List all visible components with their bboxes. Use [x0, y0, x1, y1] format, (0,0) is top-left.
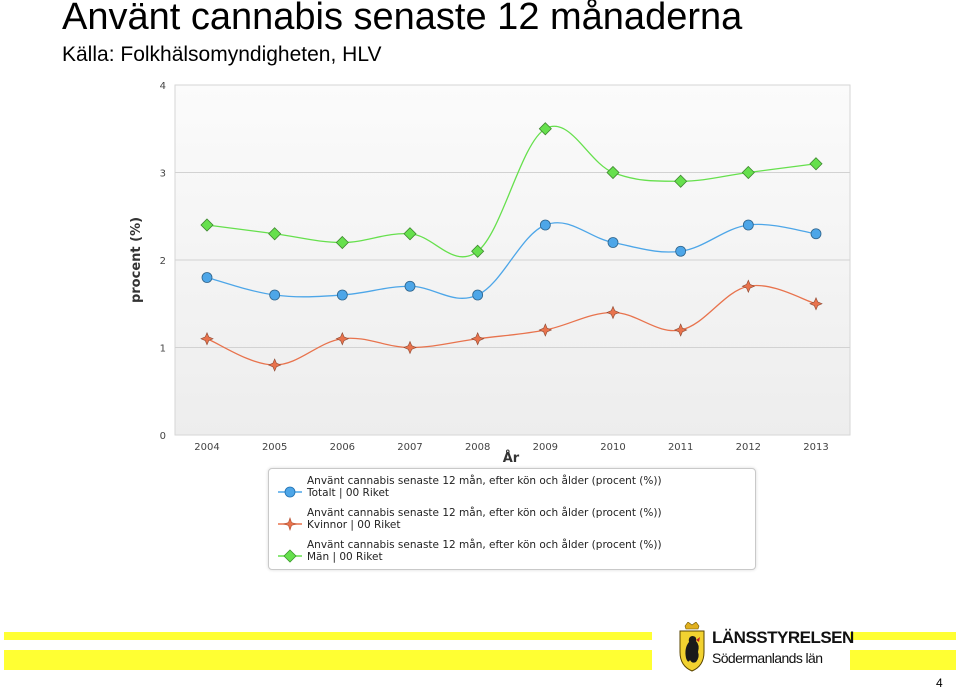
data-point-series-0-2005[interactable] — [269, 289, 281, 301]
data-point-series-0-2008[interactable] — [472, 289, 484, 301]
x-tick-label: 2012 — [736, 442, 761, 453]
legend-label-man: Använt cannabis senaste 12 mån, efter kö… — [307, 539, 662, 563]
x-tick-label: 2013 — [803, 442, 828, 453]
x-tick-label: 2007 — [397, 442, 422, 453]
x-tick-label: 2009 — [533, 442, 558, 453]
series-line-2 — [206, 125, 817, 258]
data-point-series-1-2012[interactable] — [741, 279, 756, 294]
data-point-series-2-2006[interactable] — [335, 235, 349, 250]
x-tick-label: 2004 — [194, 442, 219, 453]
coat-of-arms-icon — [679, 622, 705, 672]
data-point-series-1-2009[interactable] — [538, 323, 553, 337]
data-point-series-1-2005[interactable] — [267, 358, 282, 372]
page-number: 4 — [936, 676, 943, 690]
lansstyrelsen-logo: LÄNSSTYRELSEN Södermanlands län — [676, 622, 854, 672]
legend-marker-diamond-icon — [278, 549, 302, 563]
data-point-series-0-2009[interactable] — [539, 219, 551, 231]
logo-subtitle: Södermanlands län — [712, 650, 823, 666]
data-point-series-2-2007[interactable] — [403, 227, 417, 241]
data-point-series-2-2012[interactable] — [741, 165, 755, 180]
x-tick-label: 2010 — [600, 442, 625, 453]
data-point-series-1-2007[interactable] — [403, 340, 417, 355]
slide-title: Använt cannabis senaste 12 månaderna — [62, 0, 743, 38]
legend-item-kvinnor[interactable]: Använt cannabis senaste 12 mån, efter kö… — [269, 507, 755, 537]
x-tick-label: 2006 — [330, 442, 355, 453]
data-point-series-2-2009[interactable] — [538, 122, 552, 136]
x-tick-label: 2011 — [668, 442, 693, 453]
legend-label-totalt: Använt cannabis senaste 12 mån, efter kö… — [307, 475, 662, 499]
data-point-series-2-2008[interactable] — [471, 244, 485, 258]
y-tick-label: 1 — [160, 344, 166, 355]
y-axis-label: procent (%) — [129, 217, 144, 303]
y-tick-label: 0 — [160, 431, 166, 442]
data-point-series-0-2013[interactable] — [810, 228, 822, 240]
footer-stripe-top-right — [850, 632, 956, 640]
data-point-series-2-2005[interactable] — [268, 227, 282, 241]
y-tick-label: 4 — [160, 81, 166, 92]
data-point-series-1-2008[interactable] — [470, 331, 485, 346]
footer-stripe-top-left — [4, 632, 652, 640]
data-point-series-2-2011[interactable] — [674, 174, 688, 188]
legend-item-man[interactable]: Använt cannabis senaste 12 mån, efter kö… — [269, 539, 755, 569]
footer-stripes — [0, 630, 960, 670]
legend-label-kvinnor: Använt cannabis senaste 12 mån, efter kö… — [307, 507, 662, 531]
footer-stripe-bottom-right — [850, 650, 956, 670]
data-point-series-0-2012[interactable] — [742, 219, 754, 231]
data-point-series-2-2013[interactable] — [809, 157, 823, 171]
data-point-series-1-2013[interactable] — [809, 296, 823, 311]
data-point-series-2-2010[interactable] — [606, 165, 620, 180]
x-tick-label: 2005 — [262, 442, 287, 453]
logo-name: LÄNSSTYRELSEN — [712, 628, 854, 647]
legend-item-totalt[interactable]: Använt cannabis senaste 12 mån, efter kö… — [269, 475, 755, 505]
data-point-series-1-2010[interactable] — [606, 305, 620, 320]
x-tick-label: 2008 — [465, 442, 490, 453]
line-chart: 0 1 2 3 4 2004 2005 2006 2007 2008 2009 2010 2011 201… — [129, 81, 851, 466]
footer-stripe-bottom-left — [4, 650, 652, 670]
data-point-series-0-2004[interactable] — [201, 272, 213, 283]
chart-legend: Använt cannabis senaste 12 mån, efter kö… — [268, 468, 756, 570]
data-point-series-1-2011[interactable] — [673, 323, 688, 337]
slide-subtitle: Källa: Folkhälsomyndigheten, HLV — [62, 43, 382, 66]
data-point-series-1-2004[interactable] — [200, 331, 214, 346]
data-point-series-0-2006[interactable] — [336, 289, 348, 301]
data-point-series-0-2010[interactable] — [607, 237, 619, 248]
legend-marker-star-icon — [278, 517, 302, 531]
y-tick-label: 3 — [160, 169, 166, 180]
legend-marker-circle-icon — [278, 486, 302, 498]
series-line-1 — [206, 284, 817, 366]
data-point-series-1-2006[interactable] — [335, 331, 350, 346]
data-point-series-0-2007[interactable] — [404, 280, 416, 292]
x-axis-label: År — [503, 450, 520, 466]
data-point-series-0-2011[interactable] — [675, 245, 687, 257]
y-tick-label: 2 — [160, 256, 166, 267]
data-point-series-2-2004[interactable] — [200, 218, 214, 232]
series-line-0 — [206, 222, 817, 299]
